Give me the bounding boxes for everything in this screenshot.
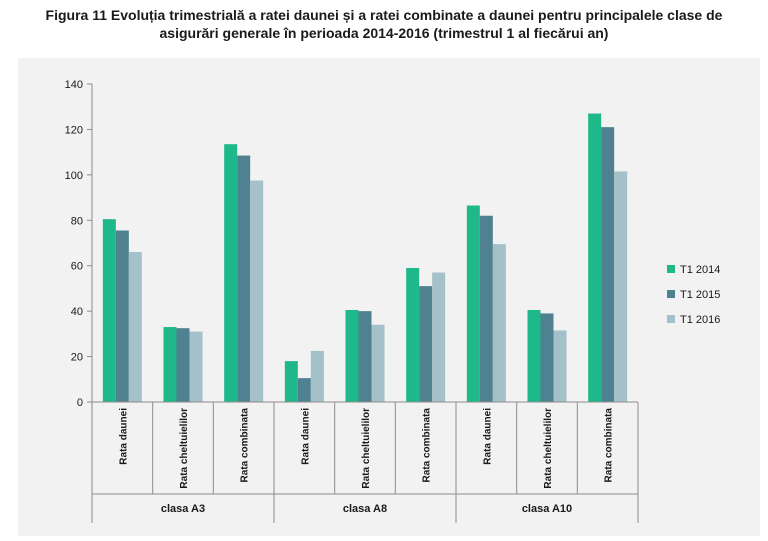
bar [189,331,203,402]
bar [284,361,298,402]
y-tick-label: 100 [65,170,83,182]
category-label: Rata combinata [240,408,251,483]
bar [163,327,177,402]
bar [176,328,190,402]
category-label: Rata cheltuielilor [543,408,554,489]
group-label: clasa A8 [343,503,387,515]
bar [310,350,324,402]
legend-swatch [667,290,675,298]
y-tick-label: 120 [65,124,83,136]
bar [419,286,433,402]
bar [492,244,506,402]
y-tick-label: 140 [65,79,83,91]
y-axis: 0 20 40 60 80 100 120 140 [65,79,93,409]
bar [432,272,446,402]
group-label: clasa A10 [522,503,572,515]
bar [479,215,493,402]
bar [371,324,385,402]
category-label: Rata daunei [482,408,493,465]
bar [250,180,264,402]
bar [297,378,311,402]
legend: T1 2014 T1 2015 T1 2016 [667,264,720,326]
legend-label: T1 2014 [680,264,720,276]
legend-swatch [667,265,675,273]
chart-title-line-1: Figura 11 Evoluția trimestrială a ratei … [45,7,723,23]
chart-title: Figura 11 Evoluția trimestrială a ratei … [0,6,768,42]
y-tick-label: 80 [71,215,83,227]
bar [527,310,541,402]
category-label: Rata daunei [118,408,129,465]
bar [237,155,251,402]
category-label: Rata cheltuielilor [179,408,190,489]
bar [406,267,420,402]
legend-swatch [667,315,675,323]
bar [466,205,480,402]
bar [553,330,567,402]
y-tick-label: 40 [71,306,83,318]
bar [115,230,129,402]
legend-label: T1 2016 [680,314,720,326]
bar [540,313,554,402]
bar [128,252,142,402]
bars [102,113,628,403]
bar [588,113,602,403]
group-label: clasa A3 [161,503,205,515]
y-tick-label: 20 [71,352,83,364]
bar [358,311,372,402]
x-axis: Rata daunei Rata cheltuielilor Rata combin… [91,401,639,523]
bar [601,127,615,403]
category-label: Rata combinata [604,408,615,483]
chart-title-line-2: asigurări generale în perioada 2014-2016… [159,25,609,41]
bar [224,144,238,402]
bar [614,171,628,402]
legend-label: T1 2015 [680,289,720,301]
bar [102,219,116,402]
category-label: Rata combinata [422,408,433,483]
category-label: Rata cheltuielilor [361,408,372,489]
category-label: Rata daunei [300,408,311,465]
y-tick-label: 60 [71,261,83,273]
bar [345,310,359,402]
y-tick-label: 0 [77,397,83,409]
